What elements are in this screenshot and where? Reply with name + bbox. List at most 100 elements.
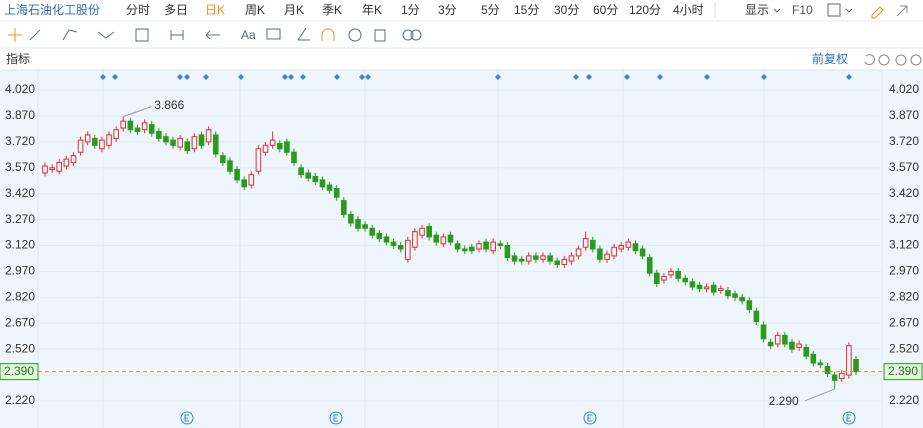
wave-tool[interactable] (97, 31, 115, 39)
candle-body (632, 243, 639, 252)
candle-body (276, 143, 283, 150)
candle-body (824, 365, 831, 374)
candle-body (234, 169, 240, 181)
candle-body (376, 232, 383, 240)
period-tab[interactable]: 4小时 (673, 3, 704, 17)
candle-body (625, 241, 632, 248)
candle-body (184, 141, 191, 152)
magnet-tool[interactable] (321, 28, 335, 41)
delete-tool[interactable] (374, 29, 386, 42)
y-tick-label: 4.020 (889, 82, 919, 96)
event-marker (238, 74, 244, 80)
candle-body (319, 179, 326, 188)
candle-body (547, 255, 553, 262)
candle-body (426, 226, 432, 238)
y-tick-label: 3.420 (889, 186, 919, 200)
expand-icon[interactable] (896, 5, 908, 17)
period-tab[interactable]: 周K (245, 3, 265, 17)
measure-tool[interactable] (170, 30, 184, 40)
period-tab[interactable]: 15分 (514, 3, 539, 17)
period-tab[interactable]: 季K (322, 3, 342, 17)
period-tab[interactable]: 分时 (126, 3, 150, 17)
stock-name[interactable]: 上海石油化工股份 (4, 2, 100, 17)
angle-tool[interactable] (297, 27, 310, 41)
note-tool[interactable] (266, 28, 281, 40)
period-tab[interactable]: 多日 (164, 3, 188, 17)
candle-body (156, 130, 162, 139)
adjust-label[interactable]: 前复权 (812, 51, 848, 66)
max-label: 3.866 (154, 98, 184, 112)
line-tool[interactable] (29, 29, 41, 41)
candle-body (817, 362, 824, 366)
event-icon (180, 411, 194, 425)
candle-body (639, 248, 646, 257)
y-tick-label: 2.820 (5, 290, 35, 304)
candle-body (682, 277, 689, 283)
candle-body (333, 188, 340, 198)
move-tool[interactable] (8, 28, 22, 42)
event-marker (359, 74, 365, 80)
candle-body (511, 255, 518, 262)
candle-body (604, 253, 610, 260)
candle-body (298, 167, 304, 176)
event-icon-glyph (333, 414, 338, 422)
candle-body (248, 174, 255, 186)
checkbox[interactable] (827, 3, 841, 17)
event-marker (100, 74, 106, 80)
event-marker (495, 74, 501, 80)
candle-body (739, 296, 745, 302)
candle-body (504, 245, 511, 259)
period-tab[interactable]: 5分 (481, 3, 500, 17)
period-tab[interactable]: 1分 (401, 3, 420, 17)
hide-tool[interactable] (348, 28, 362, 42)
fib-tool[interactable] (135, 28, 149, 42)
candle-body (803, 346, 810, 357)
candle-body (561, 258, 568, 266)
candle-body (718, 288, 724, 291)
link-tool[interactable] (402, 29, 414, 41)
period-tab[interactable]: 30分 (554, 3, 579, 17)
display-button[interactable]: 显示 (745, 3, 769, 17)
candle-body (696, 284, 703, 290)
candle-body (362, 224, 368, 229)
candle-body (77, 139, 84, 153)
candle-body (746, 300, 753, 310)
text-tool[interactable]: Aa (241, 28, 256, 42)
candle-body (483, 241, 489, 250)
candle-body (447, 234, 454, 243)
y-tick-label: 2.820 (889, 290, 919, 304)
y-tick-label: 3.720 (889, 134, 919, 148)
candle-body (383, 236, 390, 243)
y-tick-label: 3.570 (889, 160, 919, 174)
indicator-label[interactable]: 指标 (6, 51, 30, 66)
candle-body (163, 136, 169, 143)
period-tab[interactable]: 月K (284, 3, 304, 17)
event-marker (761, 74, 767, 80)
candle-body (134, 127, 141, 132)
period-tab[interactable]: 120分 (629, 3, 661, 17)
period-tab[interactable]: 60分 (593, 3, 618, 17)
period-tab[interactable]: 年K (362, 3, 382, 17)
arrow-tool[interactable] (205, 30, 220, 40)
draw-icon[interactable] (871, 6, 884, 19)
f10-button[interactable]: F10 (792, 3, 813, 17)
event-icon-glyph (184, 414, 189, 422)
nav-icons (864, 54, 922, 66)
candle-body (405, 239, 411, 260)
candle-body (476, 243, 482, 250)
candle-body (732, 293, 738, 298)
period-tab[interactable]: 日K (205, 3, 225, 17)
candle-body (106, 134, 112, 146)
candle-body (725, 289, 731, 297)
channel-tool[interactable] (62, 29, 78, 41)
candle-body (84, 134, 91, 143)
candle-body (554, 260, 561, 266)
candle-body (490, 241, 496, 252)
y-tick-label: 2.670 (5, 315, 35, 329)
candle-body (540, 255, 546, 260)
candle-body (305, 172, 312, 179)
candle-body (284, 141, 290, 153)
candle-body (533, 255, 539, 260)
candle-body (127, 120, 134, 131)
period-tab[interactable]: 3分 (438, 3, 457, 17)
